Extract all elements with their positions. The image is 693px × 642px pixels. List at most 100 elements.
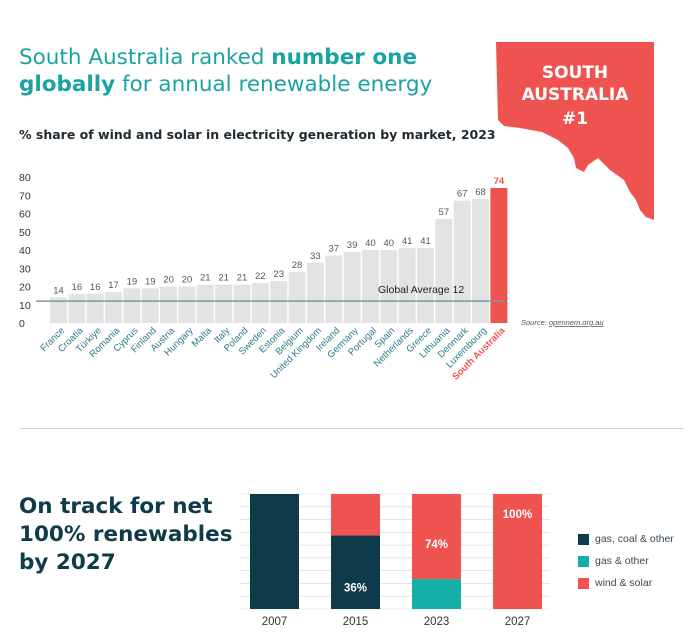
bar-value-label: 41	[402, 236, 413, 247]
bar-value-label: 40	[384, 238, 395, 249]
bar-greece	[417, 248, 434, 323]
section2-title: On track for net 100% renewables by 2027	[19, 493, 239, 577]
bar-lithuania	[435, 218, 453, 323]
stack-legend: gas, coal & other gas & other wind & sol…	[578, 530, 674, 596]
headline-part1: South Australia ranked	[19, 45, 272, 70]
renewables-bar-chart: 0 10 20 30 40 50 60 70 80 Global Average 12 14 16…	[19, 172, 604, 383]
bar-value-label: 37	[328, 243, 339, 254]
stack-segment-gas-coal-other	[331, 535, 380, 609]
headline: South Australia ranked number one global…	[19, 44, 432, 98]
legend-item-wind-solar: wind & solar	[578, 574, 674, 592]
bar-spain	[380, 250, 398, 323]
stack-x-labels: 2007 2015 2023 2027	[262, 616, 531, 628]
bar-value-label: 14	[53, 285, 64, 296]
bar-croatia	[68, 293, 86, 323]
source-prefix: Source:	[521, 318, 549, 327]
headline-part2: for annual renewable energy	[115, 72, 433, 97]
y-tick-label: 0	[19, 318, 25, 330]
bar-value-label: 57	[439, 207, 450, 218]
bar-germany	[343, 251, 361, 323]
stack-marks	[250, 494, 542, 609]
bar-austria	[160, 286, 178, 323]
stack-segment-gas-other	[412, 579, 461, 609]
bar-value-label: 74	[494, 176, 505, 187]
source-note: Source: opennem.org.au	[521, 318, 604, 327]
legend-swatch	[578, 533, 589, 545]
bar-value-label: 19	[145, 276, 156, 287]
south-australia-badge: SOUTH AUSTRALIA #1	[496, 42, 654, 220]
south-australia-map-shape	[496, 42, 654, 220]
bar-value-label: 16	[90, 282, 101, 293]
stack-segment-wind-solar	[412, 494, 461, 580]
bar-cyprus	[123, 288, 141, 323]
legend-item-gas-coal: gas, coal & other	[578, 530, 674, 548]
bar-france	[50, 297, 67, 323]
bar-sweden	[251, 282, 269, 323]
bar-value-label: 39	[347, 240, 358, 251]
bar-marks	[50, 187, 508, 323]
bar-value-label: 28	[292, 260, 303, 271]
bar-value-label: 41	[420, 236, 431, 247]
bar-value-label: 16	[72, 282, 83, 293]
y-tick-label: 20	[19, 282, 31, 294]
bar-ireland	[325, 255, 343, 323]
legend-label: gas & other	[595, 555, 649, 567]
stack-segment-wind-solar	[331, 494, 380, 536]
bar-belgium	[288, 271, 306, 323]
stack-segment-wind-solar	[493, 494, 542, 609]
source-link[interactable]: opennem.org.au	[549, 318, 604, 327]
stack-value-label: 36%	[344, 583, 367, 595]
bar-value-label: 17	[108, 280, 119, 291]
bar-estonia	[270, 281, 288, 323]
y-tick-label: 70	[19, 190, 31, 202]
badge-line3: #1	[562, 109, 588, 129]
stack-data-labels: 36% 74% 100%	[344, 509, 532, 595]
bar-value-label: 67	[457, 189, 468, 200]
section2-line1: On track for net	[19, 494, 213, 519]
bar-malta	[196, 284, 214, 323]
bar-finland	[141, 288, 159, 323]
y-tick-label: 10	[19, 300, 31, 312]
stack-value-label: 74%	[425, 539, 448, 551]
bar-value-label: 20	[163, 275, 174, 286]
section2-line2: 100% renewables	[19, 522, 233, 547]
bar-portugal	[361, 250, 379, 323]
bar-united-kingdom	[306, 262, 324, 323]
stacked-energy-chart: 36% 74% 100% 2007 2015 2023 2027	[240, 493, 550, 628]
y-tick-label: 60	[19, 209, 31, 221]
bar-value-label: 68	[475, 187, 486, 198]
global-average-label: Global Average 12	[378, 284, 464, 296]
bar-value-label: 21	[218, 273, 229, 284]
bar-netherlands	[398, 248, 416, 323]
bar-value-label: 21	[200, 273, 211, 284]
y-tick-label: 40	[19, 245, 31, 257]
bar-denmark	[453, 200, 471, 323]
stack-year-label: 2015	[343, 616, 369, 628]
legend-label: wind & solar	[595, 577, 653, 589]
bar-poland	[233, 284, 251, 323]
legend-item-gas-other: gas & other	[578, 552, 674, 570]
x-axis-labels: FranceCroatiaTürkiyeRomaniaCyprusFinland…	[38, 325, 508, 383]
legend-swatch	[578, 555, 589, 567]
bar-türkiye	[86, 293, 104, 323]
bar-value-label: 22	[255, 271, 266, 282]
bar-value-label: 20	[182, 275, 193, 286]
y-tick-label: 50	[19, 227, 31, 239]
bar-data-labels: 14 16 16 17 19 19 20 20 21 21 21 22 23 28 33 37 39 40 40 41…	[53, 176, 505, 297]
legend-label: gas, coal & other	[595, 533, 674, 545]
badge-line1: SOUTH	[542, 63, 608, 83]
bar-south-australia	[490, 187, 508, 323]
headline-bold1: number one	[271, 45, 418, 70]
section2-line3: by 2027	[19, 550, 116, 575]
bar-value-label: 21	[237, 273, 248, 284]
y-axis: 0 10 20 30 40 50 60 70 80	[19, 172, 31, 330]
section-divider	[19, 428, 684, 429]
x-tick-label: Malta	[190, 325, 215, 350]
bar-value-label: 40	[365, 238, 376, 249]
legend-swatch	[578, 577, 589, 589]
stack-year-label: 2007	[262, 616, 288, 628]
bar-luxembourg	[472, 198, 490, 323]
bar-hungary	[178, 286, 196, 323]
stack-year-label: 2023	[424, 616, 450, 628]
y-tick-label: 30	[19, 263, 31, 275]
